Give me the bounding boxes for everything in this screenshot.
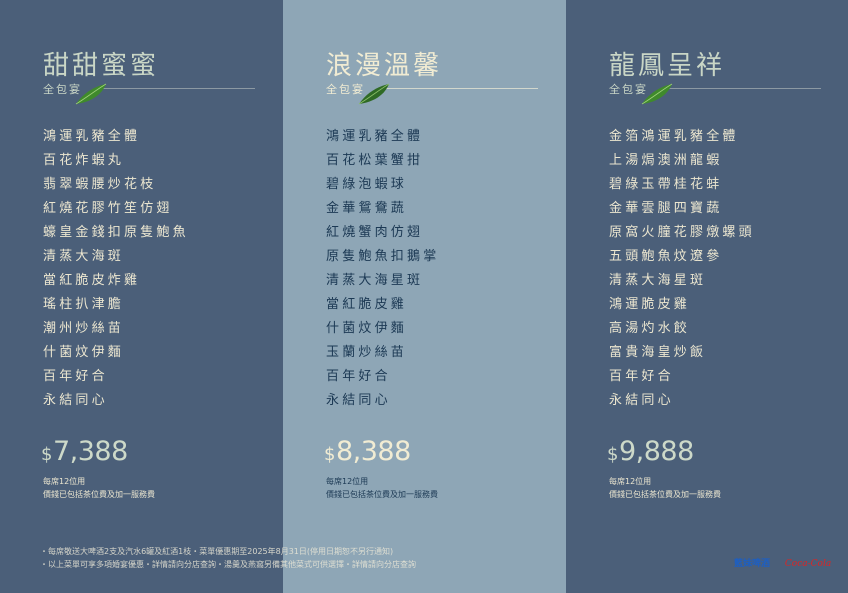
package-subtitle: 全包宴 bbox=[43, 83, 82, 96]
divider bbox=[100, 88, 255, 89]
package-panel-romantic: 浪漫溫馨 全包宴 鴻運乳豬全體 百花松葉蟹拑 碧綠泡蝦球 金華鴛鴦蔬 紅燒蟹肉仿… bbox=[283, 0, 566, 593]
table-size-note: 每席12位用 bbox=[43, 477, 86, 486]
menu-list: 金箔鴻運乳豬全體 上湯焗澳洲龍蝦 碧綠玉帶桂花蚌 金華雲腿四寶蔬 原窩火朣花膠燉… bbox=[609, 128, 755, 416]
footer-note-1: ・每席敬送大啤酒2支及汽水6罐及紅酒1枝・菜單優惠期至2025年8月31日(停用… bbox=[40, 547, 394, 556]
menu-item: 碧綠玉帶桂花蚌 bbox=[609, 177, 723, 192]
menu-item: 五頭鮑魚炆遼參 bbox=[609, 249, 723, 264]
currency-symbol: $ bbox=[607, 444, 618, 465]
menu-item: 清蒸大海斑 bbox=[43, 249, 125, 264]
menu-item: 潮州炒絲苗 bbox=[43, 321, 125, 336]
menu-item: 富貴海皇炒飯 bbox=[609, 345, 707, 360]
service-charge-note: 價錢已包括茶位費及加一服務費 bbox=[326, 490, 438, 499]
menu-item: 翡翠蝦腰炒花枝 bbox=[43, 177, 157, 192]
leaf-icon bbox=[641, 83, 673, 105]
footer-note-2: ・以上菜單可享多項婚宴優惠・詳情請向分店查詢・湯羹及燕窩另備其他菜式可供選擇・詳… bbox=[40, 560, 416, 569]
coca-cola-logo: Coca-Cola bbox=[784, 559, 832, 569]
menu-item: 百年好合 bbox=[43, 369, 108, 384]
divider bbox=[383, 88, 538, 89]
menu-item: 蠔皇金錢扣原隻鮑魚 bbox=[43, 225, 189, 240]
menu-item: 紅燒蟹肉仿翅 bbox=[326, 225, 424, 240]
menu-item: 鴻運乳豬全體 bbox=[326, 129, 424, 144]
menu-item: 什菌炆伊麵 bbox=[43, 345, 125, 360]
menu-item: 高湯灼水餃 bbox=[609, 321, 691, 336]
menu-item: 百年好合 bbox=[609, 369, 674, 384]
menu-item: 百花松葉蟹拑 bbox=[326, 153, 424, 168]
currency-symbol: $ bbox=[41, 444, 52, 465]
blue-girl-logo: 藍妹啤酒 bbox=[734, 559, 771, 569]
service-charge-note: 價錢已包括茶位費及加一服務費 bbox=[609, 490, 721, 499]
menu-item: 當紅脆皮雞 bbox=[326, 297, 408, 312]
package-panel-sweet: 甜甜蜜蜜 全包宴 鴻運乳豬全體 百花炸蝦丸 翡翠蝦腰炒花枝 紅燒花膠竹笙仿翅 蠔… bbox=[0, 0, 283, 593]
price: $8,388 bbox=[324, 436, 411, 467]
menu-item: 當紅脆皮炸雞 bbox=[43, 273, 141, 288]
price: $7,388 bbox=[41, 436, 128, 467]
menu-list: 鴻運乳豬全體 百花松葉蟹拑 碧綠泡蝦球 金華鴛鴦蔬 紅燒蟹肉仿翅 原隻鮑魚扣鵝掌… bbox=[326, 128, 439, 416]
price-value: 8,388 bbox=[335, 436, 411, 467]
menu-item: 清蒸大海星斑 bbox=[609, 273, 707, 288]
menu-item: 永結同心 bbox=[43, 393, 108, 408]
menu-item: 紅燒花膠竹笙仿翅 bbox=[43, 201, 173, 216]
menu-item: 什菌炆伊麵 bbox=[326, 321, 408, 336]
table-size-note: 每席12位用 bbox=[609, 477, 652, 486]
package-title: 浪漫溫馨 bbox=[326, 51, 443, 81]
menu-item: 金箔鴻運乳豬全體 bbox=[609, 129, 739, 144]
price-value: 9,888 bbox=[618, 436, 694, 467]
menu-item: 玉蘭炒絲苗 bbox=[326, 345, 408, 360]
menu-item: 上湯焗澳洲龍蝦 bbox=[609, 153, 723, 168]
service-charge-note: 價錢已包括茶位費及加一服務費 bbox=[43, 490, 155, 499]
menu-item: 瑤柱扒津膽 bbox=[43, 297, 125, 312]
package-title: 龍鳳呈祥 bbox=[609, 51, 726, 81]
leaf-icon bbox=[75, 83, 107, 105]
menu-item: 永結同心 bbox=[326, 393, 391, 408]
package-panel-dragon-phoenix: 龍鳳呈祥 全包宴 金箔鴻運乳豬全體 上湯焗澳洲龍蝦 碧綠玉帶桂花蚌 金華雲腿四寶… bbox=[566, 0, 848, 593]
menu-item: 碧綠泡蝦球 bbox=[326, 177, 408, 192]
menu-item: 百年好合 bbox=[326, 369, 391, 384]
price: $9,888 bbox=[607, 436, 694, 467]
leaf-icon bbox=[358, 83, 390, 105]
package-subtitle: 全包宴 bbox=[326, 83, 365, 96]
menu-item: 金華雲腿四寶蔬 bbox=[609, 201, 723, 216]
menu-list: 鴻運乳豬全體 百花炸蝦丸 翡翠蝦腰炒花枝 紅燒花膠竹笙仿翅 蠔皇金錢扣原隻鮑魚 … bbox=[43, 128, 189, 416]
menu-item: 原窩火朣花膠燉螺頭 bbox=[609, 225, 755, 240]
package-subtitle: 全包宴 bbox=[609, 83, 648, 96]
table-size-note: 每席12位用 bbox=[326, 477, 369, 486]
menu-item: 鴻運乳豬全體 bbox=[43, 129, 141, 144]
price-value: 7,388 bbox=[52, 436, 128, 467]
menu-item: 原隻鮑魚扣鵝掌 bbox=[326, 249, 440, 264]
currency-symbol: $ bbox=[324, 444, 335, 465]
menu-item: 鴻運脆皮雞 bbox=[609, 297, 691, 312]
menu-item: 永結同心 bbox=[609, 393, 674, 408]
sponsor-logos: 藍妹啤酒 Coca-Cola bbox=[734, 556, 831, 569]
menu-item: 金華鴛鴦蔬 bbox=[326, 201, 408, 216]
divider bbox=[666, 88, 821, 89]
menu-item: 百花炸蝦丸 bbox=[43, 153, 125, 168]
menu-item: 清蒸大海星斑 bbox=[326, 273, 424, 288]
package-title: 甜甜蜜蜜 bbox=[43, 51, 160, 81]
